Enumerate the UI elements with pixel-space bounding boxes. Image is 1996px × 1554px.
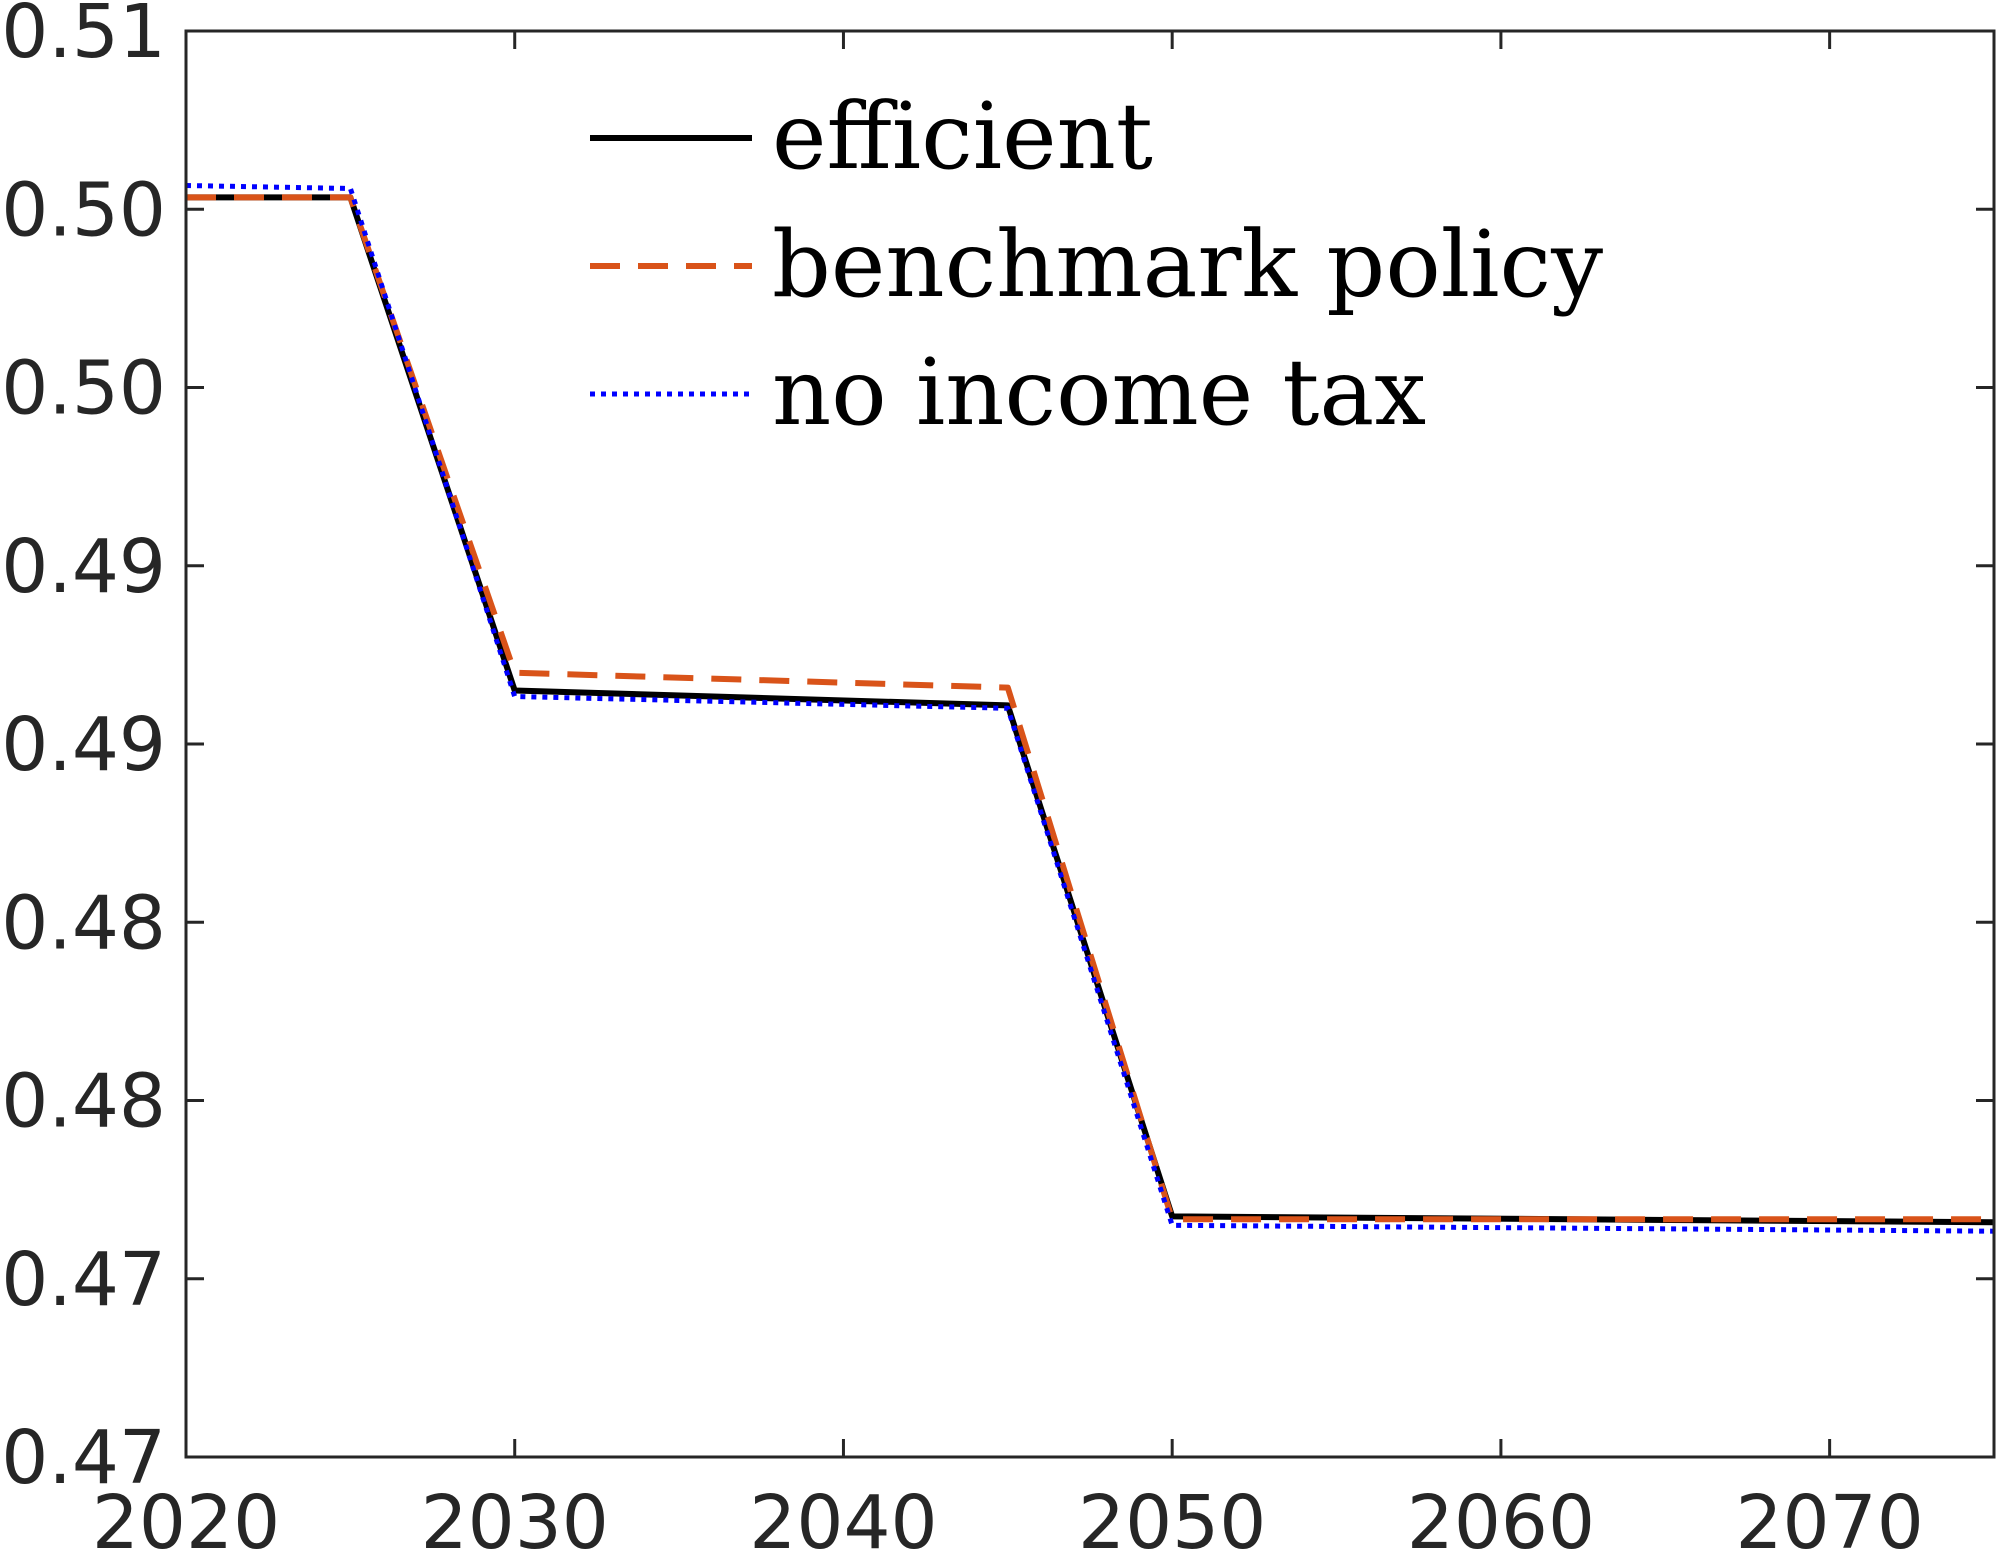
legend: efficient benchmark policy no income tax	[590, 83, 1603, 446]
x-tick-label: 2060	[1407, 1480, 1595, 1554]
series-line-efficient	[186, 194, 1995, 1226]
x-axis: 2020 2030 2040 2050 2060 2070	[92, 31, 1924, 1554]
legend-label-benchmark-policy: benchmark policy	[772, 211, 1603, 318]
y-tick-label: 0.47	[1, 1415, 166, 1501]
y-tick-label: 0.48	[1, 1059, 166, 1145]
x-tick-label: 2070	[1735, 1480, 1923, 1554]
y-tick-label: 0.48	[1, 880, 166, 966]
plot-frame	[184, 29, 1996, 1459]
x-tick-label: 2020	[92, 1480, 280, 1554]
series-line-no-income-tax	[185, 183, 1995, 1234]
y-tick-label: 0.50	[1, 167, 166, 253]
legend-label-efficient: efficient	[772, 83, 1153, 190]
series-line-benchmark-policy	[186, 194, 1994, 1223]
y-axis: 0.51 0.50 0.50 0.49 0.49 0.48 0.48 0.47 0.47	[1, 0, 1994, 1501]
y-tick-label: 0.49	[1, 524, 166, 610]
y-tick-label: 0.47	[1, 1237, 166, 1323]
y-tick-label: 0.51	[1, 0, 166, 75]
x-tick-label: 2050	[1078, 1480, 1266, 1554]
y-tick-label: 0.50	[1, 346, 166, 432]
legend-label-no-income-tax: no income tax	[772, 339, 1426, 446]
x-tick-label: 2040	[749, 1480, 937, 1554]
y-tick-label: 0.49	[1, 702, 166, 788]
x-tick-label: 2030	[421, 1480, 609, 1554]
plot-lines	[185, 183, 1995, 1234]
